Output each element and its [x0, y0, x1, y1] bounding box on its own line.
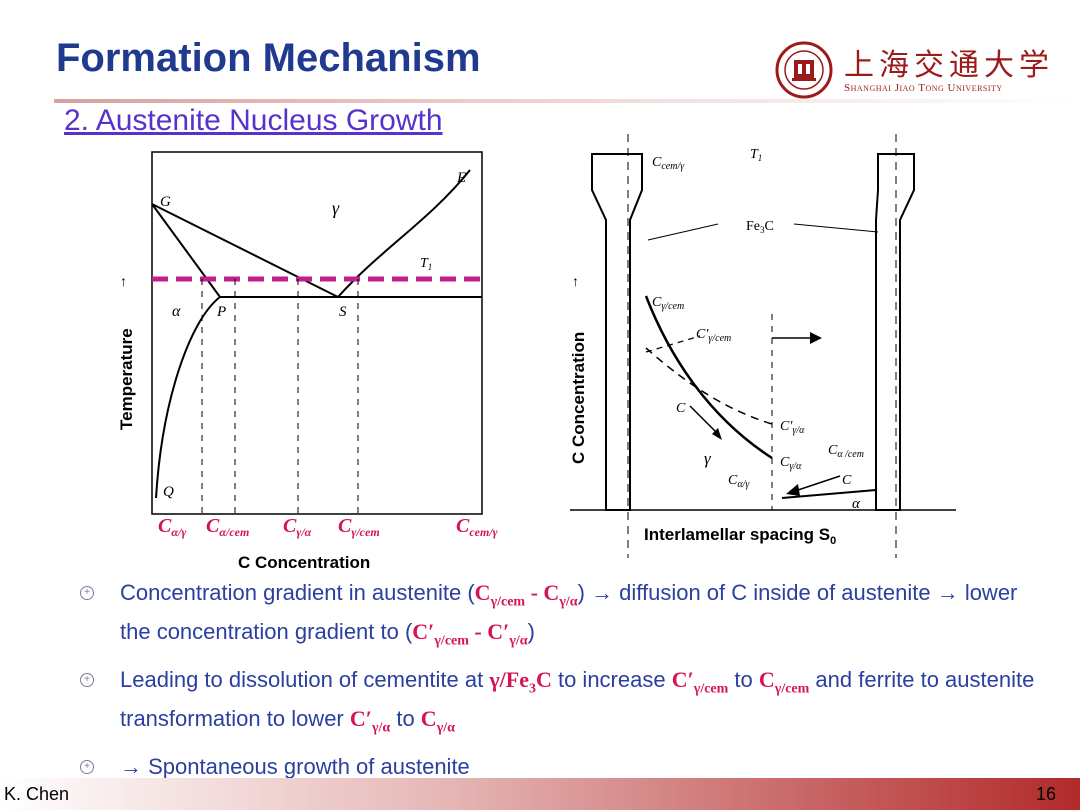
- point-p: P: [216, 304, 226, 320]
- label-alpha: α: [852, 496, 861, 512]
- phase-diagram-frame: [151, 151, 483, 515]
- c-concentration-axis-label-right: C Concentration: [569, 332, 588, 464]
- alpha-label: α: [172, 303, 181, 320]
- footer-bar: K. Chen 16: [0, 778, 1080, 810]
- temperature-axis-label: Temperature: [117, 328, 136, 430]
- lowered-gradient-curve: [645, 347, 773, 425]
- xtick-c-gamma-alpha: Cγ/α: [283, 515, 312, 539]
- c-concentration-axis-label: C Concentration: [238, 553, 370, 572]
- bullet-item: + Leading to dissolution of cementite at…: [80, 665, 1040, 744]
- logo-chinese-name: 上海交通大学: [844, 48, 1054, 83]
- point-q: Q: [163, 484, 174, 500]
- label-c-gamma-cem: Cγ/cem: [652, 295, 684, 312]
- label-c-gamma-alpha: Cγ/α: [780, 455, 802, 472]
- label-c-alpha-gamma: Cα/γ: [728, 473, 750, 490]
- footer-author: K. Chen: [4, 784, 70, 804]
- gradient-curve: [644, 295, 773, 460]
- label-c-cem-gamma: Ccem/γ: [652, 155, 685, 172]
- xtick-c-alpha-cem: Cα/cem: [206, 515, 249, 539]
- xtick-c-alpha-gamma: Cα/γ: [158, 515, 186, 539]
- gamma-label: γ: [332, 198, 340, 218]
- label-c-mid: C: [676, 401, 686, 416]
- point-e: E: [456, 170, 466, 186]
- phase-diagram: G E P S Q α γ T1 Temperature ↑ Cα/γ Cα/c…: [117, 151, 498, 572]
- bullet-list: + Concentration gradient in austenite (C…: [80, 578, 1040, 790]
- pq-line: [155, 296, 221, 499]
- bullet-item: + Concentration gradient in austenite (C…: [80, 578, 1040, 657]
- label-cp-gamma-cem: C′γ/cem: [696, 327, 731, 344]
- gp-line: [151, 203, 221, 298]
- gs-line: [151, 203, 339, 298]
- label-c-alpha-cem: Cα /cem: [828, 443, 864, 460]
- slide-subtitle: 2. Austenite Nucleus Growth: [64, 104, 443, 137]
- bullet-icon: +: [80, 759, 94, 774]
- point-s: S: [339, 304, 347, 320]
- left-cementite-lamella: [591, 153, 643, 511]
- temperature-arrow-icon: ↑: [120, 273, 127, 289]
- point-g: G: [160, 194, 171, 210]
- university-seal-icon: [775, 41, 833, 99]
- page-number: 16: [1035, 784, 1056, 804]
- slide-title: Formation Mechanism: [56, 36, 481, 80]
- concentration-arrow-icon: ↑: [572, 273, 579, 289]
- logo-english-name: Shanghai Jiao Tong University: [844, 82, 1003, 94]
- interlamellar-spacing-label: Interlamellar spacing S0: [644, 525, 836, 547]
- label-cp-gamma-alpha: C′γ/α: [780, 419, 805, 436]
- xtick-c-gamma-cem: Cγ/cem: [338, 515, 380, 539]
- label-c-right: C: [842, 473, 852, 488]
- ferrite-profile-line: [781, 489, 877, 499]
- t1-label: T1: [420, 256, 432, 272]
- xtick-c-cem-gamma: Ccem/γ: [456, 515, 498, 539]
- university-logo: 上海交通大学 Shanghai Jiao Tong University: [774, 40, 1074, 100]
- label-gamma: γ: [704, 449, 712, 468]
- label-fe3c: Fe3C: [746, 219, 774, 235]
- bullet-icon: +: [80, 672, 94, 687]
- title-divider: [54, 99, 1080, 103]
- bullet-item: + → Spontaneous growth of austenite: [80, 752, 1040, 782]
- right-cementite-lamella: [875, 153, 915, 511]
- label-t1: T1: [750, 147, 762, 163]
- bullet-icon: +: [80, 586, 94, 600]
- concentration-profile: Ccem/γ T1 Fe3C Cγ/cem C′γ/cem C C′γ/α Cα…: [569, 134, 956, 558]
